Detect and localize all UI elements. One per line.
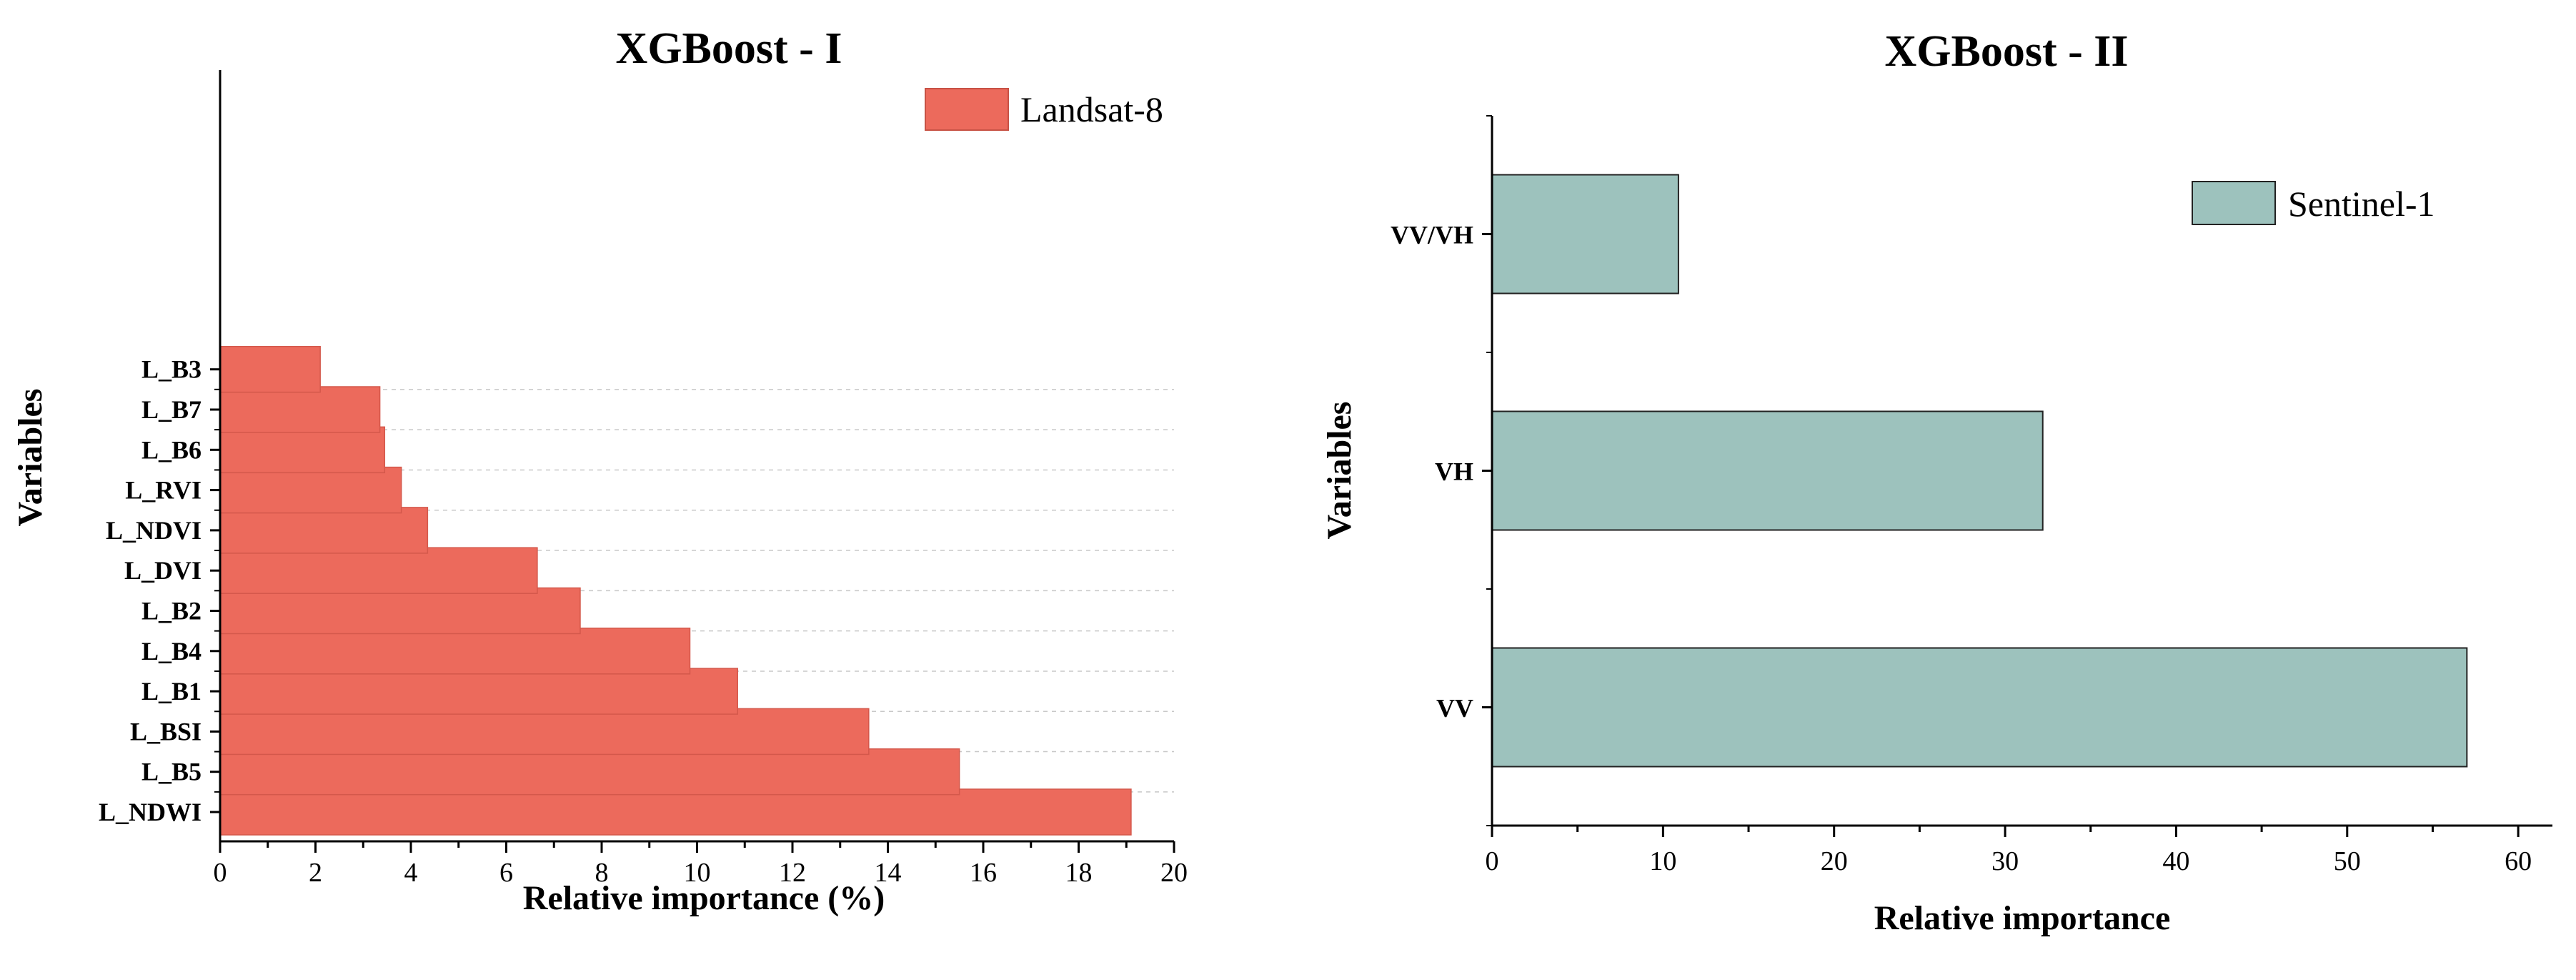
chart1-x-tick-label: 0 <box>214 858 227 888</box>
chart2-bars <box>1491 174 2468 768</box>
chart2-title: XGBoost - II <box>1884 27 2128 76</box>
chart1-x-axis-title: Relative importance (%) <box>523 879 885 917</box>
chart1-y-tick-label: L_B1 <box>141 677 202 706</box>
chart1-bar <box>219 668 738 715</box>
chart2-bar <box>1491 174 1679 295</box>
chart-xgboost-i: XGBoost - I L_NDWIL_B5L_BSIL_B1L_B4L_B2L… <box>11 24 1188 917</box>
chart2-bar <box>1491 410 2044 531</box>
chart1-y-tick-label: L_B7 <box>141 395 202 424</box>
chart1-x-tick-label: 14 <box>875 858 902 888</box>
chart1-bar <box>219 466 402 514</box>
chart1-y-ticks: L_NDWI L_B5 L_BSI L_B1 L_B4 L_B2 L_DVI L_NDVI L_… <box>99 355 220 826</box>
chart1-bar <box>219 628 691 675</box>
chart1-x-tick-label: 12 <box>779 858 806 888</box>
chart1-x-tick-label: 8 <box>595 858 609 888</box>
chart1-x-tick-label: 18 <box>1065 858 1093 888</box>
chart2-x-tick-label: 10 <box>1649 846 1676 876</box>
chart2-legend-label: Sentinel-1 <box>2288 184 2435 224</box>
chart1-bar <box>219 345 321 393</box>
chart1-legend-swatch <box>925 88 1009 131</box>
chart1-title: XGBoost - I <box>616 24 842 73</box>
chart2-y-tick-label: VH <box>1435 457 1473 486</box>
chart1-x-tick-label: 4 <box>404 858 418 888</box>
chart1-legend: Landsat-8 <box>925 88 1163 131</box>
chart1-bar <box>219 708 870 756</box>
chart1-x-tick-label: 20 <box>1160 858 1188 888</box>
chart1-y-tick-label: L_B6 <box>141 435 202 464</box>
chart2-x-axis-title: Relative importance <box>1874 899 2171 937</box>
chart1-bar <box>219 386 381 433</box>
chart2-legend: Sentinel-1 <box>2192 181 2435 225</box>
chart2-x-tick-label: 30 <box>1991 846 2019 876</box>
chart1-y-tick-label: L_B2 <box>141 597 202 625</box>
chart2-x-ticks: 0 10 20 30 40 50 60 <box>1486 826 2532 876</box>
chart1-y-tick-label: L_DVI <box>124 556 202 585</box>
chart2-legend-swatch <box>2192 181 2276 225</box>
chart1-bar <box>219 788 1132 836</box>
chart1-x-tick-label: 2 <box>309 858 322 888</box>
chart2-x-tick-label: 20 <box>1821 846 1848 876</box>
chart1-bar <box>219 748 960 796</box>
chart1-y-tick-label: L_B4 <box>141 637 202 665</box>
chart1-bar <box>219 587 581 635</box>
chart1-y-tick-label: L_RVI <box>125 476 202 505</box>
chart1-x-tick-label: 16 <box>970 858 997 888</box>
chart2-x-tick-label: 0 <box>1486 846 1499 876</box>
chart1-legend-label: Landsat-8 <box>1020 89 1163 129</box>
chart1-x-ticks: 0 2 4 6 8 10 12 14 16 18 20 <box>214 841 1188 888</box>
chart1-y-tick-label: L_BSI <box>130 717 202 746</box>
chart1-bar <box>219 507 429 554</box>
chart1-y-tick-label: L_B5 <box>141 758 202 786</box>
chart2-x-tick-label: 40 <box>2162 846 2189 876</box>
chart2-x-tick-label: 50 <box>2334 846 2361 876</box>
chart2-y-tick-label: VV/VH <box>1391 221 1473 249</box>
chart1-bars <box>219 345 1132 836</box>
chart1-y-tick-label: L_NDWI <box>99 798 202 826</box>
chart2-bar <box>1491 647 2468 768</box>
chart1-y-tick-label: L_NDVI <box>106 516 202 545</box>
chart1-y-tick-label: L_B3 <box>141 355 202 384</box>
chart1-x-tick-label: 10 <box>684 858 711 888</box>
chart2-x-tick-label: 60 <box>2505 846 2532 876</box>
chart-xgboost-ii: XGBoost - II VV VH VV/VH 0 10 20 30 40 50 60 Rel… <box>1321 27 2552 937</box>
chart2-y-ticks: VV VH VV/VH <box>1391 115 1492 826</box>
chart1-bar <box>219 426 386 474</box>
chart2-y-axis-title: Variables <box>1321 402 1358 540</box>
chart1-bar <box>219 547 538 594</box>
chart1-y-axis-title: Variables <box>11 389 49 527</box>
chart2-y-tick-label: VV <box>1436 694 1473 723</box>
chart1-x-tick-label: 6 <box>499 858 513 888</box>
